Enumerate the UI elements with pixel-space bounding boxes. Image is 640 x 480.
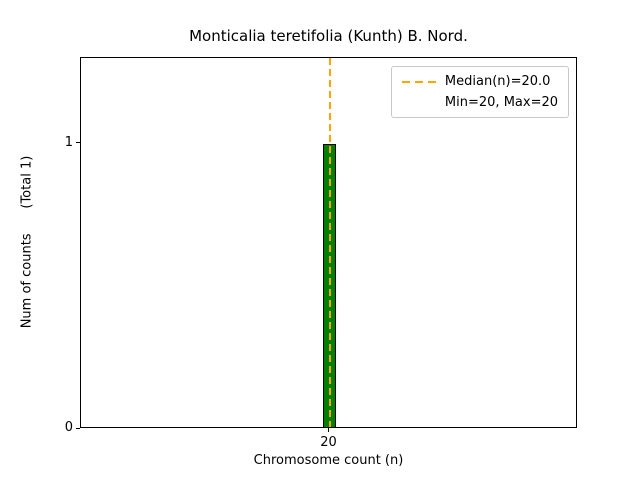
y-axis-label: Num of counts (Total 1) (19, 155, 35, 329)
legend-empty-sample (402, 102, 436, 104)
legend-label-median: Median(n)=20.0 (444, 74, 551, 89)
legend-label-minmax: Min=20, Max=20 (444, 95, 558, 110)
y-tick-mark-1 (76, 142, 80, 144)
legend-entry-median: Median(n)=20.0 (401, 74, 558, 89)
x-axis-label: Chromosome count (n) (253, 453, 404, 468)
y-tick-mark-0 (76, 427, 80, 429)
x-tick-mark-20 (328, 428, 329, 432)
median-line-sample-icon (401, 80, 436, 83)
chart-title: Monticalia teretifolia (Kunth) B. Nord. (189, 27, 468, 45)
legend-entry-minmax: Min=20, Max=20 (402, 95, 558, 110)
plot-area: Median(n)=20.0 Min=20, Max=20 (80, 57, 577, 428)
x-tick-label-20: 20 (320, 435, 337, 450)
y-tick-label-1: 1 (64, 134, 73, 150)
median-line (328, 58, 331, 427)
y-tick-label-0: 0 (64, 420, 73, 435)
legend: Median(n)=20.0 Min=20, Max=20 (390, 66, 569, 118)
